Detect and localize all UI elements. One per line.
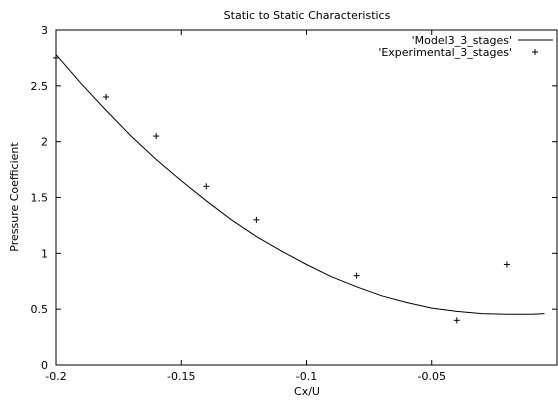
y-axis: 0 0.5 1 1.5 2 2.5 3 <box>31 24 557 372</box>
x-axis: -0.2 -0.15 -0.1 -0.05 <box>45 30 446 383</box>
chart-title: Static to Static Characteristics <box>224 9 391 22</box>
plot-area <box>55 29 558 366</box>
legend-swatch-experimental <box>532 49 538 55</box>
series-layer <box>53 54 545 324</box>
experimental-point <box>253 216 260 223</box>
x-tick-label: -0.1 <box>296 370 317 383</box>
y-tick-label: 2 <box>41 136 48 149</box>
y-tick-label: 1 <box>41 247 48 260</box>
y-tick-label: 3 <box>41 24 48 37</box>
y-tick-label: 2.5 <box>31 80 49 93</box>
experimental-point <box>53 54 59 61</box>
x-tick-label: -0.05 <box>418 370 446 383</box>
x-axis-label: Cx/U <box>294 385 320 398</box>
y-tick-label: 0 <box>41 359 48 372</box>
experimental-point <box>453 317 460 324</box>
model-series-line <box>55 54 545 315</box>
experimental-point <box>353 272 360 279</box>
legend-label-experimental: 'Experimental_3_stages' <box>378 46 512 59</box>
plot-border <box>55 29 558 366</box>
y-axis-label: Pressure Coefficient <box>8 142 21 252</box>
x-tick-label: -0.2 <box>45 370 66 383</box>
experimental-point <box>103 94 110 100</box>
y-tick-label: 1.5 <box>31 192 49 205</box>
legend: 'Model3_3_stages' 'Experimental_3_stages… <box>378 34 553 59</box>
experimental-point <box>503 261 510 268</box>
x-tick-label: -0.15 <box>167 370 195 383</box>
experimental-point <box>203 183 210 190</box>
y-tick-label: 0.5 <box>31 303 49 316</box>
experimental-point <box>153 133 160 140</box>
legend-label-model: 'Model3_3_stages' <box>412 34 512 47</box>
